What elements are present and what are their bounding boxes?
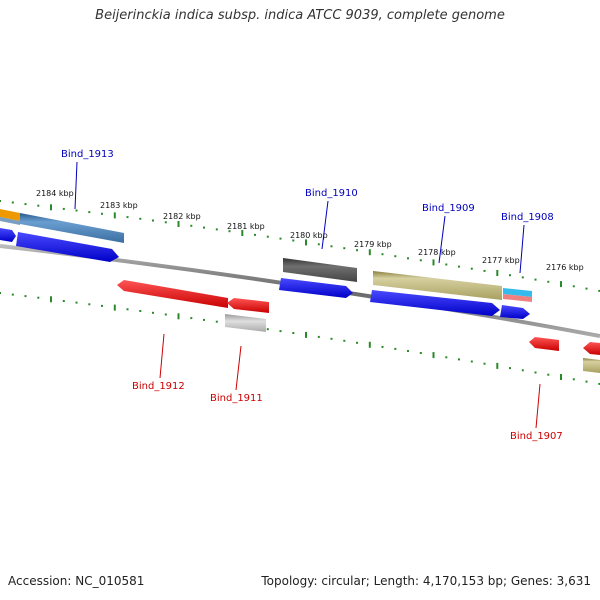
gene-label-bind-1909[interactable]: Bind_1909 xyxy=(422,203,475,214)
forward-cds-arrow[interactable] xyxy=(500,305,530,319)
gene-label-bind-1908[interactable]: Bind_1908 xyxy=(501,212,554,223)
reverse-cds-track xyxy=(117,280,600,373)
scale-label-2182: 2182 kbp xyxy=(163,212,201,221)
gene-label-bind-1907[interactable]: Bind_1907 xyxy=(510,431,563,442)
upper-scale-ticks xyxy=(0,200,600,292)
map-title: Beijerinckia indica subsp. indica ATCC 9… xyxy=(95,8,505,23)
scale-label-2178: 2178 kbp xyxy=(418,248,456,257)
olive-feature[interactable] xyxy=(373,271,502,300)
lightgray-feature[interactable] xyxy=(225,314,266,332)
gene-label-leaders xyxy=(74,161,541,429)
forward-cds-arrow[interactable] xyxy=(0,228,16,242)
pink-feature[interactable] xyxy=(503,294,532,302)
upper-feature-track xyxy=(0,209,532,302)
steelblue-feature[interactable] xyxy=(20,213,124,243)
scale-label-2176: 2176 kbp xyxy=(546,263,584,272)
reverse-cds-arrow[interactable] xyxy=(227,298,269,313)
reverse-cds-arrow[interactable] xyxy=(117,280,228,308)
gene-label-bind-1911[interactable]: Bind_1911 xyxy=(210,393,263,404)
scale-label-2184: 2184 kbp xyxy=(36,189,74,198)
scale-label-2181: 2181 kbp xyxy=(227,222,265,231)
forward-cds-arrow[interactable] xyxy=(370,290,500,316)
reverse-cds-arrow[interactable] xyxy=(529,337,559,351)
steelblue-feature-underlay xyxy=(0,217,20,225)
gene-label-bind-1913[interactable]: Bind_1913 xyxy=(61,149,114,160)
forward-cds-arrow[interactable] xyxy=(279,278,353,298)
genome-summary-text: Topology: circular; Length: 4,170,153 bp… xyxy=(261,574,591,588)
forward-cds-track xyxy=(0,228,530,319)
lower-scale-ticks xyxy=(0,292,600,385)
scale-label-2180: 2180 kbp xyxy=(290,231,328,240)
accession-text: Accession: NC_010581 xyxy=(8,574,145,588)
scale-labels: 2184 kbp 2183 kbp 2182 kbp 2181 kbp 2180… xyxy=(36,189,584,272)
forward-cds-arrow[interactable] xyxy=(16,232,119,262)
olive-feature-lower[interactable] xyxy=(583,358,600,373)
reverse-cds-arrow[interactable] xyxy=(583,342,600,355)
gene-labels: Bind_1913 Bind_1910 Bind_1909 Bind_1908 … xyxy=(61,149,563,442)
scale-label-2177: 2177 kbp xyxy=(482,256,520,265)
gene-label-bind-1912[interactable]: Bind_1912 xyxy=(132,381,185,392)
gene-label-bind-1910[interactable]: Bind_1910 xyxy=(305,188,358,199)
gray-feature[interactable] xyxy=(283,258,357,282)
scale-label-2179: 2179 kbp xyxy=(354,240,392,249)
scale-label-2183: 2183 kbp xyxy=(100,201,138,210)
